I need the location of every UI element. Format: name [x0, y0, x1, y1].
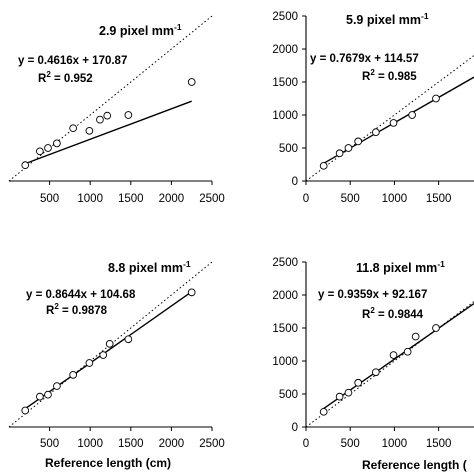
data-point	[53, 382, 61, 390]
panel-title: 2.9 pixel mm-1	[99, 22, 182, 38]
y-tick-label: 1000	[272, 356, 298, 368]
data-point	[124, 335, 133, 344]
x-tick-label: 2500	[199, 438, 225, 450]
one-to-one-line	[305, 301, 474, 428]
r-squared: R2 = 0.952	[38, 70, 93, 85]
data-point	[432, 324, 440, 332]
x-tick-label: 2000	[159, 438, 185, 450]
data-point	[99, 351, 108, 359]
x-tick-label: 500	[40, 438, 59, 450]
y-tick-label: 0	[292, 176, 298, 188]
data-point	[103, 111, 112, 120]
data-point	[372, 368, 380, 377]
r-squared: R2 = 0.9878	[46, 302, 108, 317]
y-tick-label: 1500	[272, 77, 298, 89]
data-point	[389, 351, 398, 359]
data-point	[85, 359, 94, 367]
r-squared: R2 = 0.985	[362, 68, 417, 83]
regression-equation: y = 0.7679x + 114.57	[310, 53, 419, 65]
x-tick-label: 0	[303, 193, 309, 205]
x-tick-label: 1500	[118, 438, 144, 450]
data-point	[36, 147, 44, 156]
data-point	[335, 149, 344, 158]
x-tick-label: 1000	[382, 438, 408, 450]
y-tick-label: 2500	[272, 257, 298, 269]
x-axis-title: Reference length (cm)	[45, 456, 171, 470]
x-tick-label: 1500	[118, 193, 144, 205]
panel-title: 11.8 pixel mm-1	[356, 259, 445, 275]
data-point	[319, 407, 328, 416]
data-point	[335, 392, 344, 401]
data-point	[354, 137, 363, 146]
data-point	[408, 111, 416, 119]
x-tick-label: 1000	[77, 193, 103, 205]
data-point	[36, 392, 44, 401]
data-point	[124, 111, 133, 119]
regression-equation: y = 0.8644x + 104.68	[26, 289, 136, 301]
x-tick-label: 500	[341, 193, 360, 205]
regression-equation: y = 0.4616x + 170.87	[18, 55, 127, 67]
chart-panel-4: 0 500 1000 1500 0 500 1000 1500 2000 2500 11.8 pix…	[272, 257, 474, 472]
data-point	[403, 347, 412, 356]
data-point	[105, 339, 114, 348]
data-point	[319, 161, 328, 170]
data-point	[69, 371, 77, 379]
chart-panel-3: 500 1000 1500 2000 2500 8.8 pixel mm-1 y = 0.8…	[8, 259, 225, 470]
y-tick-label: 1500	[272, 323, 298, 335]
data-point	[85, 126, 94, 135]
data-point	[69, 124, 77, 133]
x-tick-label: 500	[40, 193, 59, 205]
data-point	[187, 78, 196, 86]
data-point	[53, 139, 61, 148]
y-tick-label: 2000	[272, 290, 298, 302]
data-point	[21, 161, 30, 170]
x-tick-label: 1000	[382, 193, 408, 205]
x-axis-title: Reference length (	[362, 458, 467, 472]
x-tick-label: 1500	[426, 193, 452, 205]
data-point	[96, 115, 104, 124]
data-point	[44, 390, 52, 399]
chart-panel-2: 0 500 1000 1500 0 500 1000 1500 2000 2500 5.9 pixe…	[272, 11, 474, 205]
y-tick-label: 500	[279, 143, 298, 155]
data-point	[44, 144, 52, 152]
x-tick-label: 500	[341, 438, 360, 450]
data-point	[344, 388, 353, 397]
y-tick-label: 1000	[272, 110, 298, 122]
panel-title: 8.8 pixel mm-1	[108, 259, 191, 275]
panel-title: 5.9 pixel mm-1	[346, 11, 429, 27]
regression-equation: y = 0.9359x + 92.167	[318, 289, 427, 301]
y-tick-label: 2500	[272, 11, 298, 23]
chart-panel-1: 500 1000 1500 2000 2500 2.9 pixel mm-1 y = 0.4…	[8, 15, 225, 205]
data-point	[411, 332, 420, 341]
data-point	[432, 94, 440, 103]
data-point	[372, 128, 380, 137]
data-point	[344, 144, 353, 152]
x-tick-label: 1500	[426, 438, 452, 450]
regression-line	[24, 100, 192, 165]
x-tick-label: 1000	[77, 438, 103, 450]
y-tick-label: 500	[279, 389, 298, 401]
y-tick-label: 0	[292, 422, 298, 434]
x-tick-label: 2000	[159, 193, 185, 205]
data-point	[21, 406, 30, 415]
y-tick-label: 2000	[272, 44, 298, 56]
x-tick-label: 2500	[199, 193, 225, 205]
data-point	[389, 119, 398, 127]
one-to-one-line	[305, 55, 474, 182]
one-to-one-line	[8, 15, 213, 182]
regression-line	[24, 291, 193, 410]
data-point	[354, 378, 363, 387]
r-squared: R2 = 0.9844	[362, 306, 424, 321]
data-point	[187, 288, 196, 297]
x-tick-label: 0	[303, 438, 309, 450]
